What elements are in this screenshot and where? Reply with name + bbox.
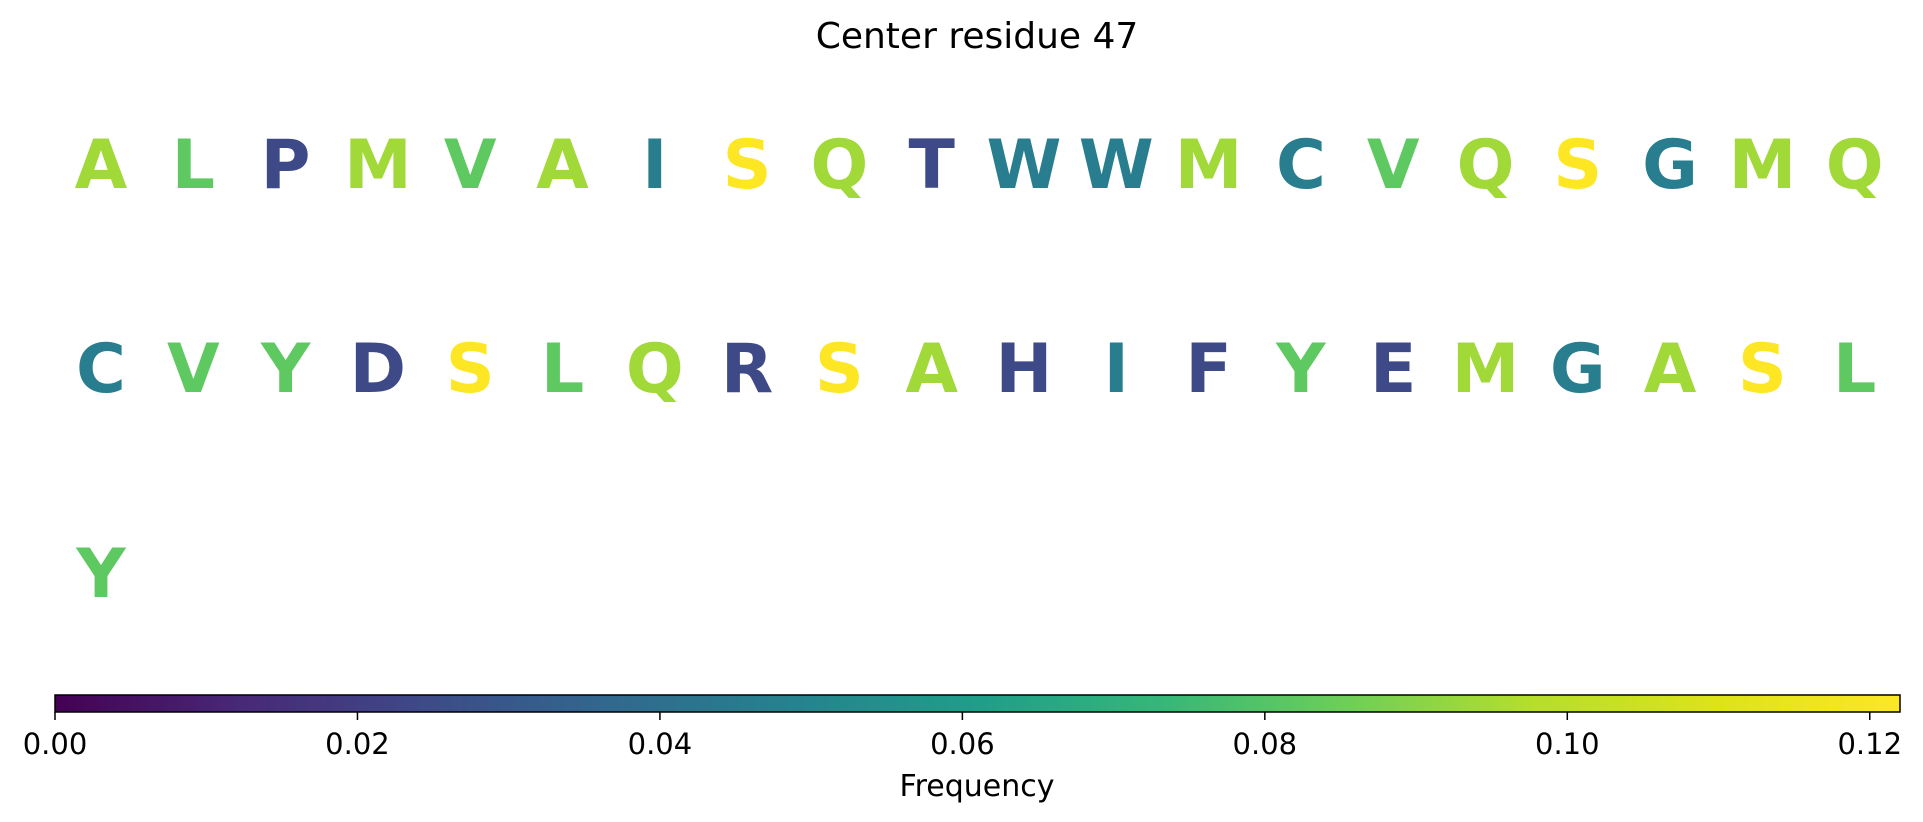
residue-letter: R bbox=[721, 330, 773, 409]
colorbar-ticks: 0.00 0.02 0.04 0.06 0.08 0.10 0.12 bbox=[23, 712, 1902, 761]
residue-letter: M bbox=[1452, 330, 1520, 409]
colorbar-tick-label: 0.12 bbox=[1837, 727, 1902, 761]
residue-letter: T bbox=[909, 126, 956, 205]
colorbar-tick-label: 0.08 bbox=[1233, 727, 1298, 761]
colorbar: 0.00 0.02 0.04 0.06 0.08 0.10 0.12 Frequency bbox=[23, 694, 1902, 804]
residue-letter: L bbox=[1833, 330, 1876, 409]
residue-letter-grid: A L P M V A I S Q T W W M C V Q S G M QC V Y D S L Q R S A H I F Y E M G A S L… bbox=[75, 126, 1884, 614]
colorbar-tick-label: 0.02 bbox=[325, 727, 390, 761]
residue-letter: S bbox=[723, 126, 772, 205]
residue-letter: G bbox=[1642, 126, 1698, 205]
residue-letter: V bbox=[444, 126, 497, 205]
residue-letter: Q bbox=[626, 330, 684, 409]
colorbar-tick-label: 0.10 bbox=[1535, 727, 1600, 761]
residue-letter: C bbox=[1276, 126, 1326, 205]
residue-letter: G bbox=[1550, 330, 1606, 409]
colorbar-label: Frequency bbox=[900, 769, 1055, 804]
residue-letter: A bbox=[536, 126, 589, 205]
residue-letter: I bbox=[1104, 330, 1129, 409]
residue-letter: Q bbox=[1826, 126, 1884, 205]
chart-title: Center residue 47 bbox=[816, 16, 1139, 57]
residue-letter: Y bbox=[260, 330, 311, 409]
residue-letter: E bbox=[1370, 330, 1416, 409]
residue-letter: C bbox=[76, 330, 126, 409]
residue-letter: Y bbox=[1275, 330, 1326, 409]
residue-letter: A bbox=[905, 330, 958, 409]
residue-letter: W bbox=[986, 126, 1061, 205]
residue-letter: S bbox=[1738, 330, 1787, 409]
residue-letter: L bbox=[172, 126, 215, 205]
residue-letter: I bbox=[642, 126, 667, 205]
residue-letter: L bbox=[541, 330, 584, 409]
residue-letter: D bbox=[350, 330, 406, 409]
colorbar-gradient bbox=[54, 694, 1901, 713]
residue-letter: P bbox=[261, 126, 311, 205]
residue-letter: Q bbox=[1457, 126, 1515, 205]
residue-letter: V bbox=[1367, 126, 1420, 205]
residue-letter: F bbox=[1185, 330, 1231, 409]
residue-letter: M bbox=[1175, 126, 1243, 205]
residue-letter: Q bbox=[810, 126, 868, 205]
residue-letter: M bbox=[1729, 126, 1797, 205]
residue-letter: Y bbox=[75, 535, 126, 614]
residue-letter: S bbox=[1553, 126, 1602, 205]
colorbar-tick-label: 0.00 bbox=[23, 727, 88, 761]
residue-letter: S bbox=[446, 330, 495, 409]
residue-letter: A bbox=[1644, 330, 1697, 409]
residue-letter: M bbox=[344, 126, 412, 205]
residue-letter: S bbox=[815, 330, 864, 409]
colorbar-tick-label: 0.06 bbox=[930, 727, 995, 761]
colorbar-tick-label: 0.04 bbox=[628, 727, 693, 761]
residue-letter: V bbox=[167, 330, 220, 409]
residue-letter: W bbox=[1079, 126, 1154, 205]
residue-letter: A bbox=[75, 126, 128, 205]
residue-letter: H bbox=[996, 330, 1053, 409]
